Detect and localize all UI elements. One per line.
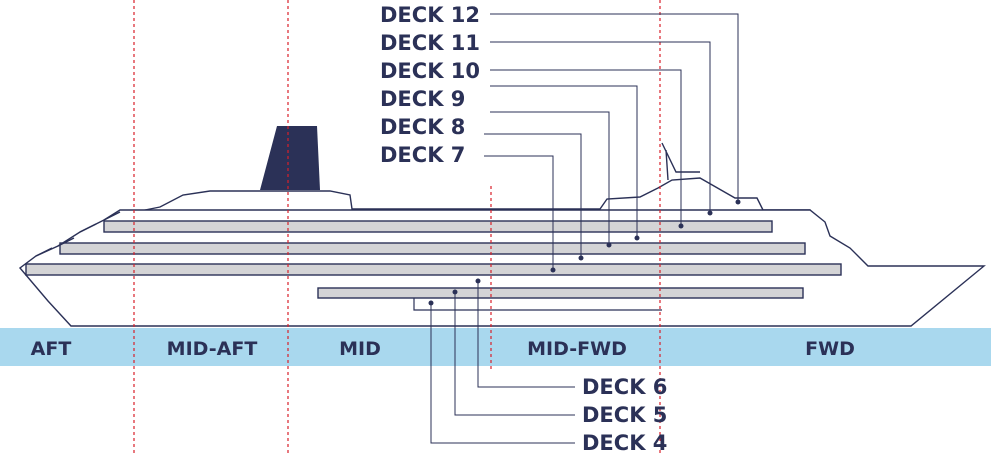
leader-deck-9 <box>490 85 638 238</box>
zone-label-fwd: FWD <box>805 338 855 360</box>
zone-label-mid: MID <box>339 338 381 360</box>
deck-label-11: DECK 11 <box>380 31 480 55</box>
leader-deck-7 <box>484 155 554 270</box>
deck-label-8: DECK 8 <box>380 115 465 139</box>
deck-label-6: DECK 6 <box>582 375 667 399</box>
deck-label-5: DECK 5 <box>582 403 667 427</box>
keel-line <box>413 298 662 311</box>
leader-deck-11 <box>490 41 711 213</box>
deck-band-main <box>25 263 842 276</box>
deck-band-mid <box>59 242 806 255</box>
stern-tiers <box>35 211 121 257</box>
marker-deck-7 <box>550 267 556 273</box>
marker-deck-10 <box>678 223 684 229</box>
marker-deck-4 <box>428 300 434 306</box>
deck-label-7: DECK 7 <box>380 143 465 167</box>
funnel <box>260 126 320 190</box>
marker-deck-9 <box>634 235 640 241</box>
deck-band-lower <box>317 287 804 299</box>
deck-label-10: DECK 10 <box>380 59 480 83</box>
leader-deck-12 <box>490 13 739 202</box>
deck-label-4: DECK 4 <box>582 431 667 455</box>
marker-deck-5 <box>452 289 458 295</box>
leader-deck-7a <box>484 133 582 258</box>
deck-band-upper <box>103 220 773 233</box>
marker-deck-6 <box>475 278 481 284</box>
marker-deck-11 <box>707 210 713 216</box>
leader-deck-5 <box>454 292 575 416</box>
mast <box>661 142 700 181</box>
deck-label-9: DECK 9 <box>380 87 465 111</box>
leader-deck-4 <box>430 303 575 444</box>
leader-deck-10 <box>490 69 682 226</box>
waterline-band <box>0 328 991 366</box>
zone-label-aft: AFT <box>31 338 72 360</box>
marker-deck-12 <box>735 199 741 205</box>
zone-label-mid-aft: MID-AFT <box>167 338 258 360</box>
deck-label-12: DECK 12 <box>380 3 480 27</box>
leader-deck-6 <box>477 281 575 388</box>
leader-deck-8 <box>490 111 610 245</box>
marker-deck-7a <box>578 255 584 261</box>
marker-deck-8 <box>606 242 612 248</box>
zone-label-mid-fwd: MID-FWD <box>527 338 627 360</box>
